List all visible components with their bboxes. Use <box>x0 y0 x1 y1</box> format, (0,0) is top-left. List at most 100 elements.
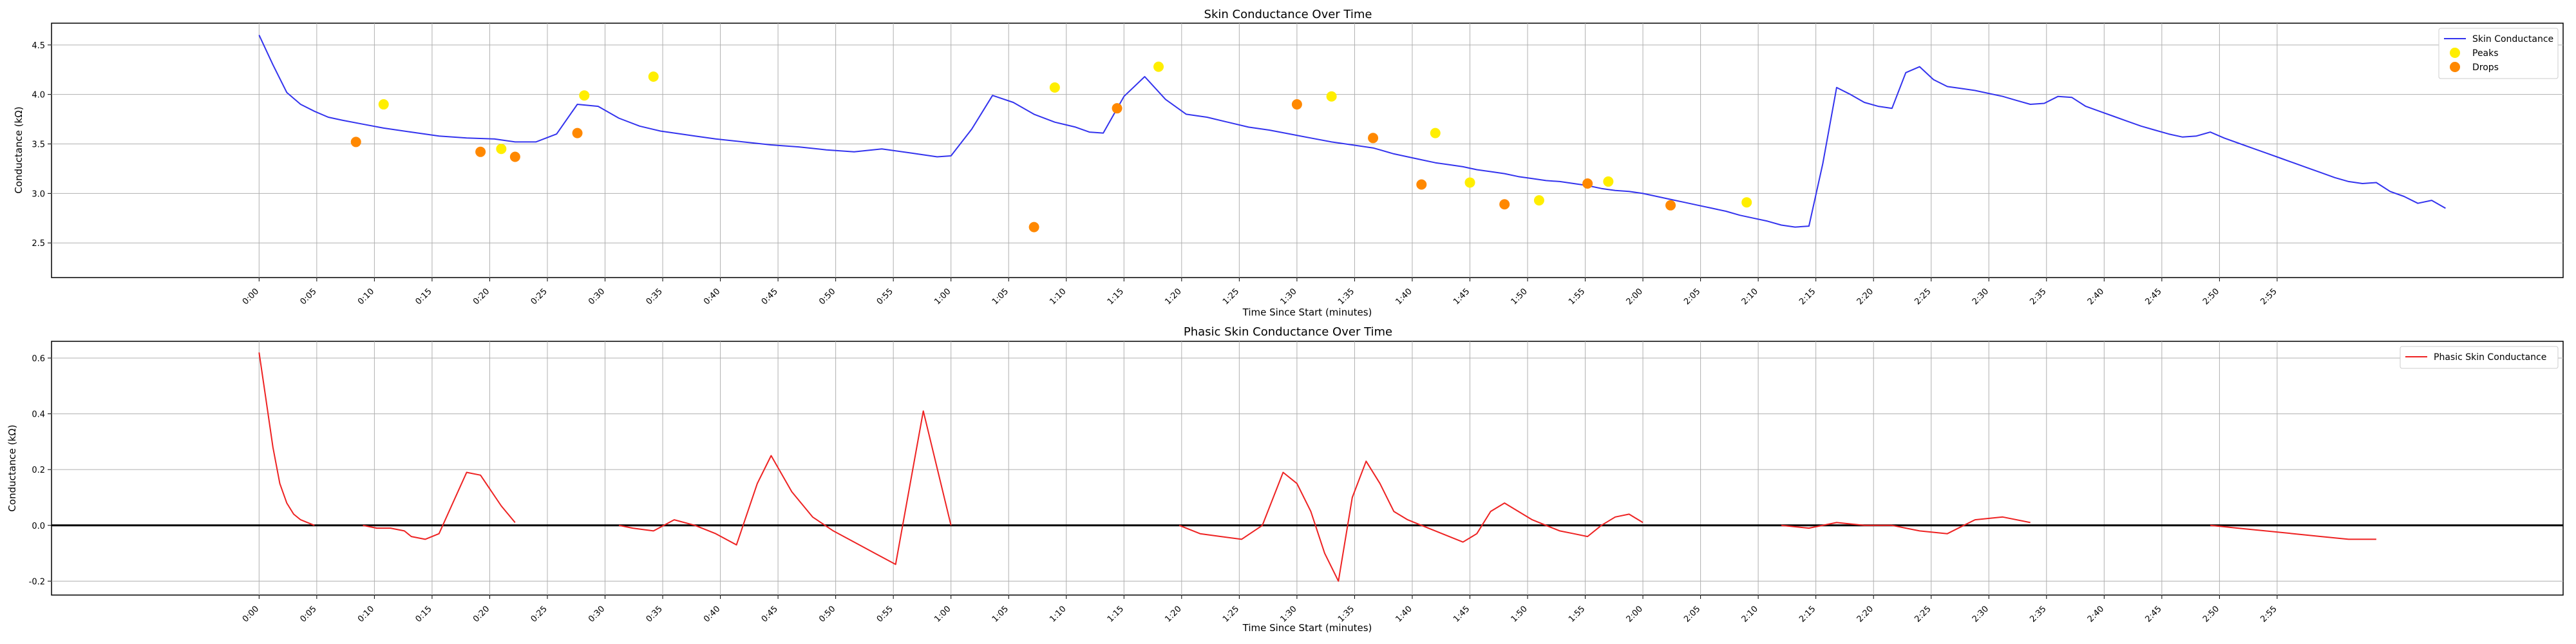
x-tick-label: 0:45 <box>760 604 780 624</box>
y-axis-label: Conductance (kΩ) <box>13 106 24 193</box>
series-line <box>1781 516 2031 535</box>
chart-title: Skin Conductance Over Time <box>1204 8 1372 21</box>
y-tick-label: 3.5 <box>32 140 45 150</box>
series-line <box>258 352 315 526</box>
x-tick-label: 0:40 <box>702 604 722 624</box>
x-tick-label: 1:10 <box>1048 604 1068 624</box>
x-tick-label: 0:05 <box>298 287 318 307</box>
drops-marker <box>1028 222 1039 232</box>
y-tick-label: 0.6 <box>32 354 45 364</box>
peaks-marker <box>1430 128 1441 138</box>
y-tick-label: 0.4 <box>32 410 45 420</box>
x-tick-label: 1:05 <box>990 287 1010 307</box>
peaks-marker <box>378 99 389 110</box>
peaks-marker <box>1741 197 1752 208</box>
x-tick-label: 1:50 <box>1510 604 1530 624</box>
legend-entry: Peaks <box>2472 48 2499 59</box>
x-tick-label: 2:00 <box>1625 287 1645 307</box>
x-tick-label: 1:25 <box>1221 604 1241 624</box>
markers <box>350 61 1752 232</box>
drops-marker <box>350 137 361 147</box>
x-tick-label: 2:25 <box>1913 604 1933 624</box>
x-tick-label: 2:50 <box>2201 287 2221 307</box>
x-tick-label: 1:35 <box>1336 604 1356 624</box>
x-tick-label: 1:45 <box>1452 604 1472 624</box>
phasic-skin-conductance-chart: Phasic Skin Conductance Over Time -0.2 0.… <box>6 325 2564 634</box>
x-tick-label: 0:55 <box>875 604 895 624</box>
y-axis-label: Conductance (kΩ) <box>6 424 18 511</box>
chart-title: Phasic Skin Conductance Over Time <box>1184 325 1392 339</box>
legend-swatch <box>2450 48 2460 58</box>
legend-box <box>2438 28 2559 79</box>
x-tick-label: 1:40 <box>1394 604 1414 624</box>
x-tick-label: 0:30 <box>587 287 607 307</box>
plot-area <box>51 341 2564 596</box>
grid <box>52 23 2563 278</box>
x-tick-label: 0:35 <box>645 604 665 624</box>
x-tick-label: 2:05 <box>1682 604 1702 624</box>
legend-box <box>2400 346 2559 369</box>
grid <box>52 341 2563 595</box>
drops-marker <box>1368 133 1379 144</box>
x-tick-label: 1:30 <box>1278 604 1298 624</box>
x-tick-label: 2:55 <box>2259 604 2278 624</box>
drops-marker <box>475 146 486 157</box>
x-tick-label: 2:45 <box>2143 604 2163 624</box>
x-tick-label: 1:25 <box>1221 287 1241 307</box>
x-tick-label: 2:25 <box>1913 287 1933 307</box>
x-tick-label: 2:10 <box>1740 287 1760 307</box>
x-tick-label: 2:40 <box>2086 287 2106 307</box>
x-tick-label: 0:20 <box>471 604 491 624</box>
x-tick-label: 1:15 <box>1106 604 1126 624</box>
x-tick-label: 2:30 <box>1971 287 1991 307</box>
x-tick-label: 0:00 <box>241 604 261 624</box>
x-tick-label: 2:20 <box>1855 287 1875 307</box>
x-tick-label: 1:50 <box>1510 287 1530 307</box>
x-tick-label: 1:10 <box>1048 287 1068 307</box>
x-tick-label: 1:20 <box>1163 604 1183 624</box>
x-tick-label: 1:55 <box>1567 287 1587 307</box>
drops-marker <box>1665 200 1676 211</box>
x-tick-label: 0:50 <box>817 604 837 624</box>
x-ticks: 0:00 0:05 0:10 0:15 0:20 0:25 0:30 0:35 0:40 0:45… <box>241 595 2279 624</box>
drops-marker <box>1499 199 1510 210</box>
legend: Phasic Skin Conductance <box>2400 346 2559 369</box>
plot-area <box>51 23 2564 278</box>
x-tick-label: 2:40 <box>2086 604 2106 624</box>
x-tick-label: 2:50 <box>2201 604 2221 624</box>
y-tick-label: 2.5 <box>32 239 45 249</box>
y-tick-label: 0.2 <box>32 466 45 475</box>
x-tick-label: 0:20 <box>471 287 491 307</box>
peaks-marker <box>1533 195 1544 206</box>
x-tick-label: 2:30 <box>1971 604 1991 624</box>
peaks-marker <box>496 144 507 155</box>
x-tick-label: 2:00 <box>1625 604 1645 624</box>
x-tick-label: 2:10 <box>1740 604 1760 624</box>
x-tick-label: 1:20 <box>1163 287 1183 307</box>
x-tick-label: 0:00 <box>241 287 261 307</box>
x-tick-label: 0:25 <box>529 604 549 624</box>
x-axis-label: Time Since Start (minutes) <box>1242 307 1372 318</box>
legend: Skin Conductance Peaks Drops <box>2438 28 2559 79</box>
x-tick-label: 2:15 <box>1797 287 1817 307</box>
x-tick-label: 0:35 <box>645 287 665 307</box>
drops-marker <box>1416 179 1427 190</box>
series-line <box>618 410 952 565</box>
x-tick-label: 2:35 <box>2028 604 2048 624</box>
x-tick-label: 0:40 <box>702 287 722 307</box>
drops-marker <box>572 128 583 138</box>
x-tick-label: 2:05 <box>1682 287 1702 307</box>
peaks-marker <box>579 90 590 101</box>
x-tick-label: 0:45 <box>760 287 780 307</box>
x-tick-label: 0:15 <box>413 604 433 624</box>
x-tick-label: 1:30 <box>1278 287 1298 307</box>
peaks-marker <box>1326 91 1337 102</box>
x-tick-label: 1:45 <box>1452 287 1472 307</box>
x-tick-label: 0:50 <box>817 287 837 307</box>
x-tick-label: 1:00 <box>933 604 952 624</box>
x-tick-label: 2:15 <box>1797 604 1817 624</box>
series-line <box>258 34 2446 228</box>
y-tick-label: 4.5 <box>32 41 45 51</box>
y-tick-label: 4.0 <box>32 91 45 100</box>
